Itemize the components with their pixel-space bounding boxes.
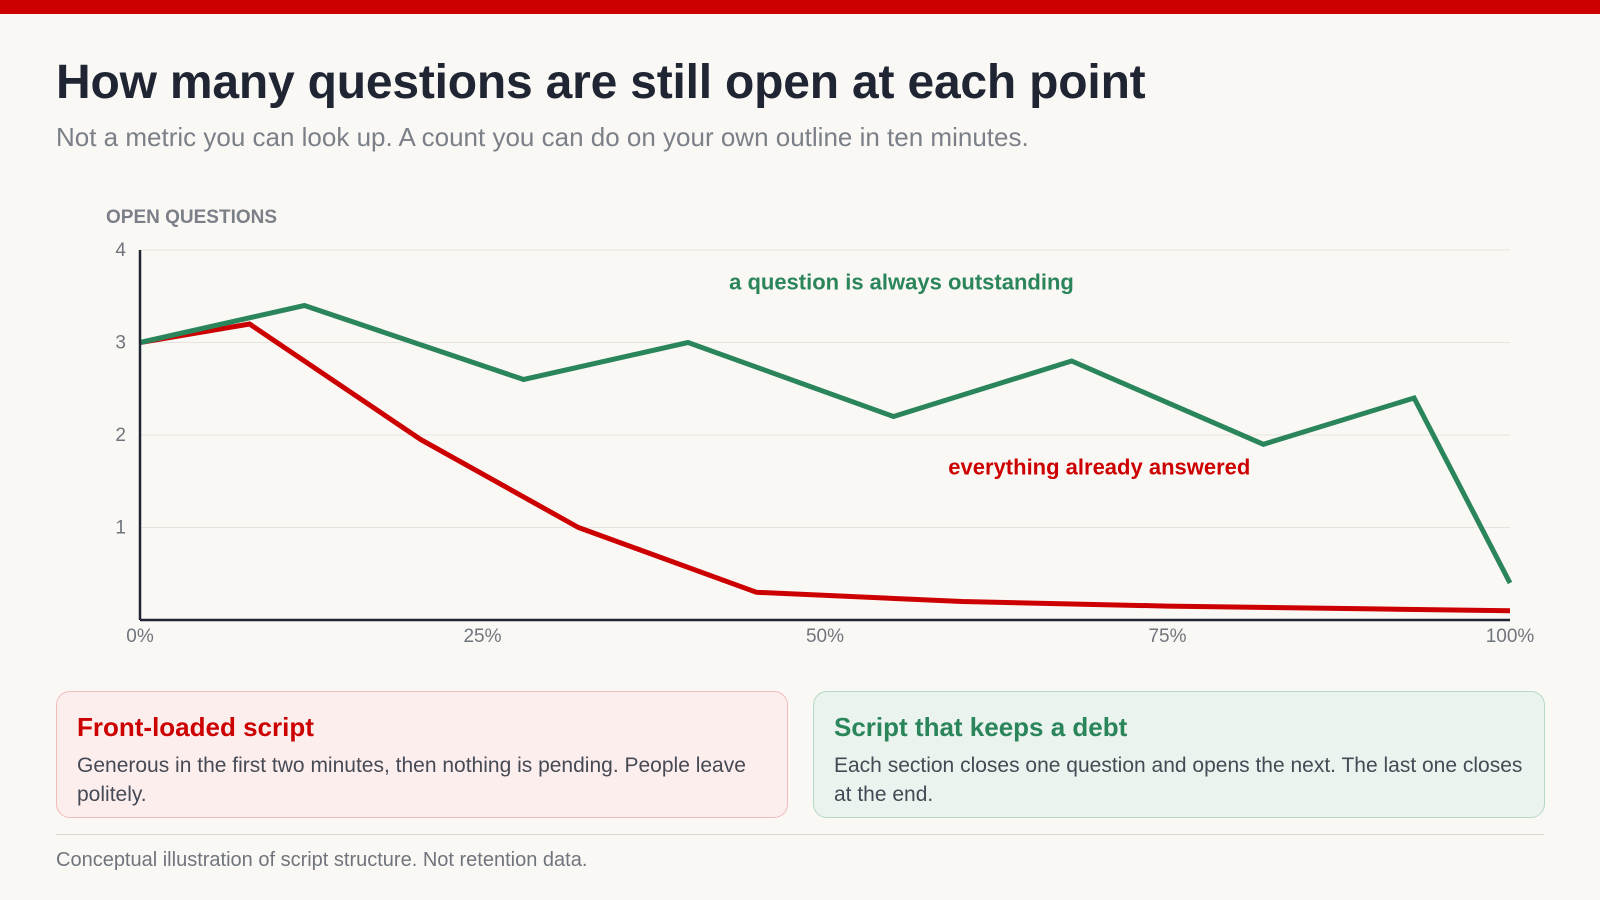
front-loaded-card-title: Front-loaded script xyxy=(77,712,314,742)
top-accent-bar xyxy=(0,0,1600,14)
series-line-1 xyxy=(139,302,1513,585)
chart-annotation: a question is always outstanding xyxy=(729,269,1074,294)
x-tick-label: 100% xyxy=(1486,626,1535,647)
keeps-debt-card: Script that keeps a debt Each section cl… xyxy=(813,691,1545,818)
y-tick-label: 2 xyxy=(115,425,126,446)
y-tick-label: 3 xyxy=(115,333,126,354)
line-chart: 1 2 3 4 OPEN QUESTIONS 0% 25% 50% 75% 100% a quest… xyxy=(106,207,1535,647)
footnote: Conceptual illustration of script struct… xyxy=(56,849,588,871)
y-tick-label: 1 xyxy=(115,518,126,539)
chart-annotation: everything already answered xyxy=(948,454,1250,479)
page-subtitle: Not a metric you can look up. A count yo… xyxy=(56,122,1029,152)
keeps-debt-card-title: Script that keeps a debt xyxy=(834,712,1128,742)
keeps-debt-card-body: Each section closes one question and ope… xyxy=(834,754,1523,806)
x-tick-label: 75% xyxy=(1148,626,1186,647)
y-axis-label: OPEN QUESTIONS xyxy=(106,207,277,228)
front-loaded-card: Front-loaded script Generous in the firs… xyxy=(56,691,788,818)
front-loaded-card-body: Generous in the first two minutes, then … xyxy=(77,754,746,806)
y-tick-label: 4 xyxy=(115,240,126,261)
series-line-0 xyxy=(139,321,1511,614)
x-tick-label: 50% xyxy=(806,626,844,647)
x-tick-label: 0% xyxy=(126,626,154,647)
x-tick-label: 25% xyxy=(463,626,501,647)
page-title: How many questions are still open at eac… xyxy=(56,56,1146,109)
footer-divider xyxy=(56,834,1544,835)
